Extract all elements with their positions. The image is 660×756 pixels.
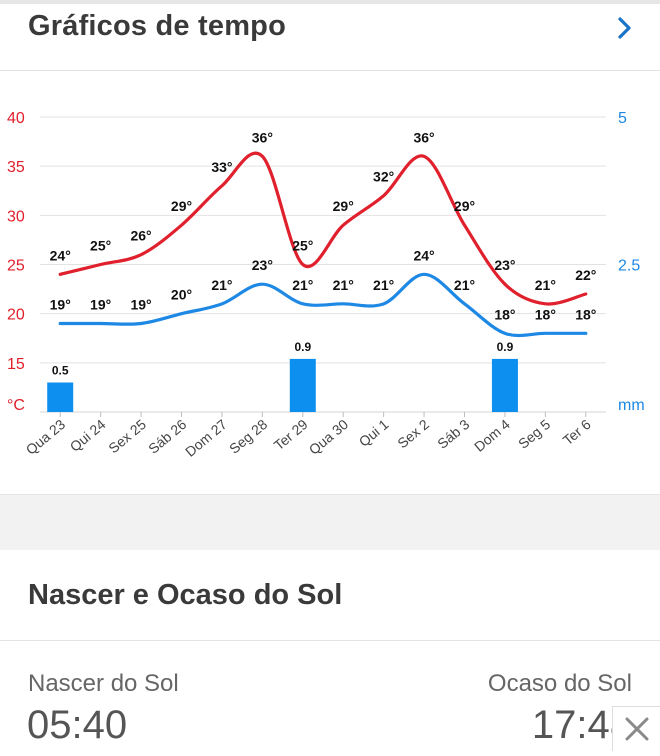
section-spacer xyxy=(0,494,660,551)
low-temp-label: 24° xyxy=(413,247,434,263)
precipitation-label: 0.5 xyxy=(52,364,69,378)
x-axis-label: Sex 25 xyxy=(105,416,149,456)
high-temp-label: 29° xyxy=(454,198,475,214)
low-temp-label: 19° xyxy=(90,297,111,313)
x-axis-label: Dom 4 xyxy=(471,416,513,455)
high-temperature-line xyxy=(58,151,588,306)
high-temp-label: 25° xyxy=(292,238,313,254)
low-temp-label: 23° xyxy=(252,257,273,273)
left-tick-label: 25 xyxy=(7,258,25,275)
right-axis-unit: mm xyxy=(618,397,645,414)
sunrise-label: Nascer do Sol xyxy=(28,670,179,697)
low-temp-label: 19° xyxy=(50,297,71,313)
precipitation-bars: 0.5 0.9 0.9 xyxy=(47,340,518,412)
high-temp-label: 25° xyxy=(90,238,111,254)
precipitation-label: 0.9 xyxy=(294,340,311,354)
low-temp-label: 18° xyxy=(535,306,556,322)
low-temp-label: 18° xyxy=(575,306,596,322)
precipitation-label: 0.9 xyxy=(497,340,514,354)
low-temperature-line xyxy=(58,272,588,338)
precipitation-bar xyxy=(289,358,316,412)
low-temp-label: 21° xyxy=(211,277,232,293)
sun-section-header: Nascer e Ocaso do Sol xyxy=(0,550,660,641)
x-axis-label: Ter 6 xyxy=(560,416,594,448)
x-axis-label: Dom 27 xyxy=(182,416,230,460)
high-temp-label: 21° xyxy=(535,277,556,293)
section-title: Gráficos de tempo xyxy=(28,10,287,42)
close-icon xyxy=(625,717,649,741)
chevron-right-icon[interactable] xyxy=(612,16,636,40)
high-temp-label: 33° xyxy=(211,159,232,175)
low-temp-label: 21° xyxy=(454,277,475,293)
high-temp-label: 22° xyxy=(575,267,596,283)
low-temp-label: 18° xyxy=(494,306,515,322)
sunset-label: Ocaso do Sol xyxy=(487,670,632,697)
temperature-labels: 24° 25° 26° 29° 33° 36° 25° 29° 32° 36° 29° 23° 21° 2… xyxy=(50,129,597,322)
left-axis-unit: °C xyxy=(7,397,25,414)
x-axis-label: Sáb 3 xyxy=(434,416,472,452)
low-temp-label: 21° xyxy=(373,277,394,293)
high-temp-label: 23° xyxy=(494,257,515,273)
right-tick-label: 2.5 xyxy=(618,258,640,275)
left-tick-label: 35 xyxy=(7,159,25,176)
x-axis-label: Qua 23 xyxy=(23,416,69,458)
left-tick-label: 15 xyxy=(7,356,25,373)
weather-charts-header[interactable]: Gráficos de tempo xyxy=(0,4,660,71)
low-temp-label: 19° xyxy=(130,297,151,313)
x-axis-label: Ter 29 xyxy=(271,416,311,453)
high-temp-label: 36° xyxy=(413,129,434,145)
right-tick-label: 5 xyxy=(618,110,627,127)
sun-section-title: Nascer e Ocaso do Sol xyxy=(28,579,343,611)
high-temp-label: 26° xyxy=(130,228,151,244)
x-axis-label: Sáb 26 xyxy=(145,416,189,457)
x-axis-label: Qua 30 xyxy=(306,416,352,458)
low-temp-label: 20° xyxy=(171,287,192,303)
left-tick-label: 30 xyxy=(7,208,25,225)
x-axis-label: Qui 24 xyxy=(67,416,109,455)
left-axis-ticks: 40 35 30 25 20 15 °C xyxy=(7,110,25,414)
weather-chart: 40 35 30 25 20 15 °C 5 2.5 mm 0.5 0.9 0.9 24° 25° 26… xyxy=(7,110,645,460)
high-temp-label: 24° xyxy=(50,247,71,263)
high-temp-label: 29° xyxy=(333,198,354,214)
left-tick-label: 40 xyxy=(7,110,25,127)
temperature-lines xyxy=(58,151,588,338)
chart-grid xyxy=(40,116,606,417)
high-temp-label: 32° xyxy=(373,169,394,185)
close-ad-button[interactable] xyxy=(612,706,660,751)
left-tick-label: 20 xyxy=(7,307,25,324)
high-temp-label: 29° xyxy=(171,198,192,214)
x-axis-label: Sex 2 xyxy=(394,416,432,451)
x-axis-label: Seg 5 xyxy=(515,416,553,452)
top-divider xyxy=(0,0,660,4)
sunrise-time: 05:40 xyxy=(27,703,128,747)
low-temp-label: 21° xyxy=(333,277,354,293)
precipitation-bar xyxy=(491,358,518,412)
right-axis-ticks: 5 2.5 mm xyxy=(618,110,645,414)
x-axis-label: Qui 1 xyxy=(356,416,392,450)
low-temp-label: 21° xyxy=(292,277,313,293)
x-axis-label: Seg 28 xyxy=(226,416,270,457)
precipitation-bar xyxy=(47,382,74,412)
high-temp-label: 36° xyxy=(252,129,273,145)
